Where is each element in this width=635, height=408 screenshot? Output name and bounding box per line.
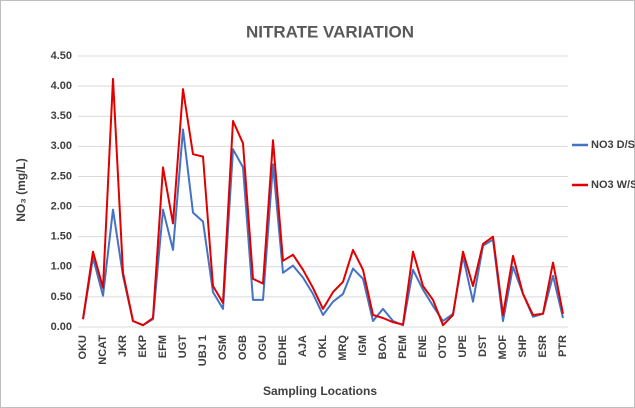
y-tick-label: 2.00 <box>51 200 72 212</box>
x-tick-label: UGT <box>177 335 189 359</box>
x-tick-label: JKR <box>117 335 129 357</box>
x-tick-label: SHP <box>517 335 529 358</box>
x-tick-label: UPE <box>457 335 469 358</box>
y-axis-title: NO₃ (mg/L) <box>14 158 28 222</box>
x-tick-label: ENE <box>417 335 429 358</box>
chart-title: NITRATE VARIATION <box>246 22 414 41</box>
x-tick-label: AJA <box>297 335 309 357</box>
x-tick-label: OSM <box>217 335 229 360</box>
y-tick-label: 1.50 <box>51 231 72 243</box>
x-tick-label: UBJ 1 <box>197 335 209 366</box>
x-tick-label: NCAT <box>97 335 109 365</box>
y-tick-label: 3.00 <box>51 140 72 152</box>
x-tick-label: OTO <box>437 335 449 359</box>
x-tick-label: EKP <box>137 335 149 358</box>
x-tick-label: OGU <box>257 335 269 360</box>
x-tick-label: DST <box>477 335 489 357</box>
x-tick-label: ESR <box>537 335 549 358</box>
legend-label: NO3 D/S <box>591 139 635 151</box>
y-tick-label: 3.50 <box>51 110 72 122</box>
x-tick-label: OKL <box>317 335 329 359</box>
x-tick-label: MRQ <box>337 335 349 361</box>
x-tick-label: PEM <box>397 335 409 359</box>
y-tick-label: 0.50 <box>51 291 72 303</box>
x-tick-label: BOA <box>377 335 389 360</box>
data-line <box>82 77 564 327</box>
x-tick-label: OGB <box>237 335 249 360</box>
y-tick-label: 4.50 <box>51 50 72 62</box>
y-tick-label: 4.00 <box>51 80 72 92</box>
x-tick-label: EFM <box>157 335 169 358</box>
x-tick-label: IGM <box>357 335 369 356</box>
x-tick-label: MOF <box>497 335 509 360</box>
x-tick-label: OKU <box>77 335 89 360</box>
y-tick-label: 0.00 <box>51 321 72 333</box>
y-tick-label: 1.00 <box>51 261 72 273</box>
x-axis-title: Sampling Locations <box>263 384 377 398</box>
y-tick-label: 2.50 <box>51 170 72 182</box>
x-tick-label: EDHE <box>277 335 289 366</box>
legend-label: NO3 W/S <box>591 179 635 191</box>
x-tick-label: PTR <box>557 335 569 357</box>
